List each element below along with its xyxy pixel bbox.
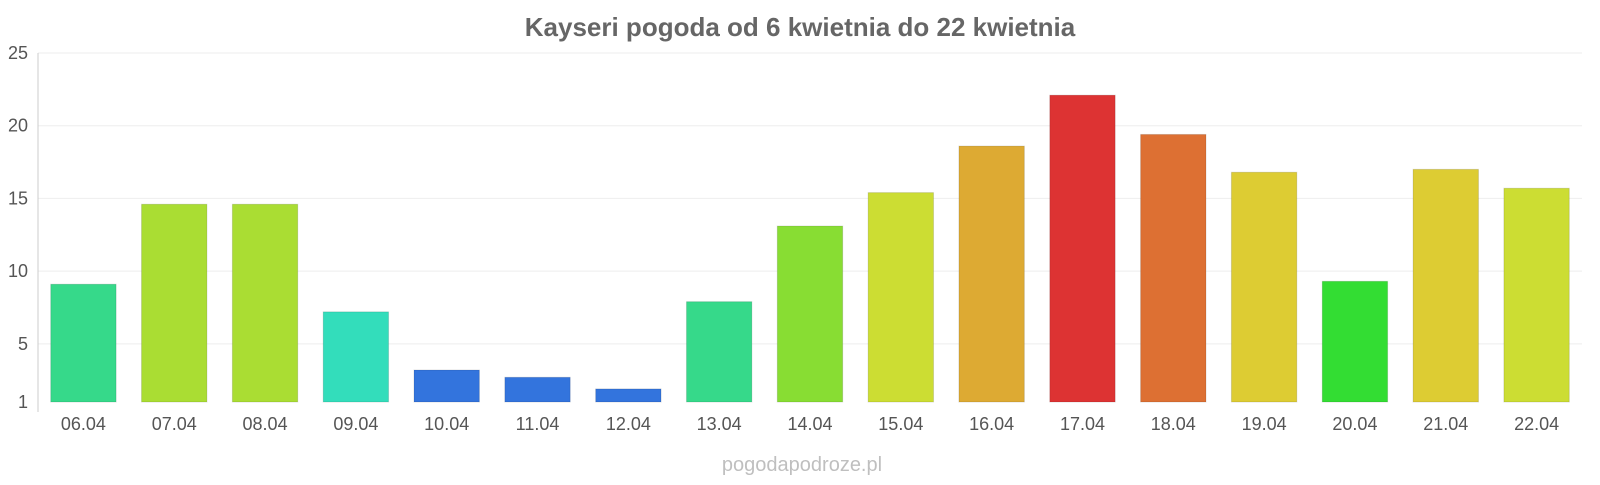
chart-title: Kayseri pogoda od 6 kwietnia do 22 kwiet… (525, 12, 1076, 42)
bar (413, 369, 480, 403)
bar (322, 311, 390, 403)
x-tick-label: 07.04 (152, 414, 197, 434)
y-tick-label: 25 (8, 43, 28, 63)
y-tick-label: 5 (18, 334, 28, 354)
bar (867, 192, 935, 403)
bar (595, 388, 662, 403)
bar (1321, 280, 1389, 403)
x-tick-label: 14.04 (787, 414, 832, 434)
bar (141, 203, 208, 403)
y-tick-label: 15 (8, 188, 28, 208)
watermark-text: pogodapodroze.pl (722, 454, 882, 476)
bar (1140, 133, 1207, 403)
x-tick-label: 11.04 (516, 414, 560, 434)
x-tick-label: 13.04 (697, 414, 742, 434)
bar (1049, 94, 1116, 403)
x-tick-label: 16.04 (969, 414, 1014, 434)
bar (504, 376, 571, 403)
bar (776, 225, 844, 403)
x-tick-label: 10.04 (424, 414, 469, 434)
y-tick-label: 1 (18, 392, 28, 412)
x-tick-label: 09.04 (333, 414, 378, 434)
x-tick-label: 19.04 (1242, 414, 1287, 434)
x-tick-label: 22.04 (1514, 414, 1559, 434)
x-tick-label: 20.04 (1332, 414, 1377, 434)
x-tick-label: 12.04 (606, 414, 651, 434)
bar (1503, 187, 1570, 403)
bar (958, 145, 1025, 403)
x-tick-label: 06.04 (61, 414, 106, 434)
x-tick-label: 17.04 (1060, 414, 1105, 434)
x-tick-label: 18.04 (1151, 414, 1196, 434)
bar (231, 203, 299, 403)
x-tick-label: 08.04 (243, 414, 288, 434)
x-tick-label: 15.04 (878, 414, 923, 434)
bar (1230, 171, 1298, 403)
y-tick-label: 20 (8, 116, 28, 136)
x-tick-label: 21.04 (1423, 414, 1468, 434)
bar (50, 283, 117, 403)
bar (685, 301, 753, 403)
bars (50, 94, 1570, 403)
y-tick-label: 10 (8, 261, 28, 281)
bar (1412, 168, 1479, 403)
